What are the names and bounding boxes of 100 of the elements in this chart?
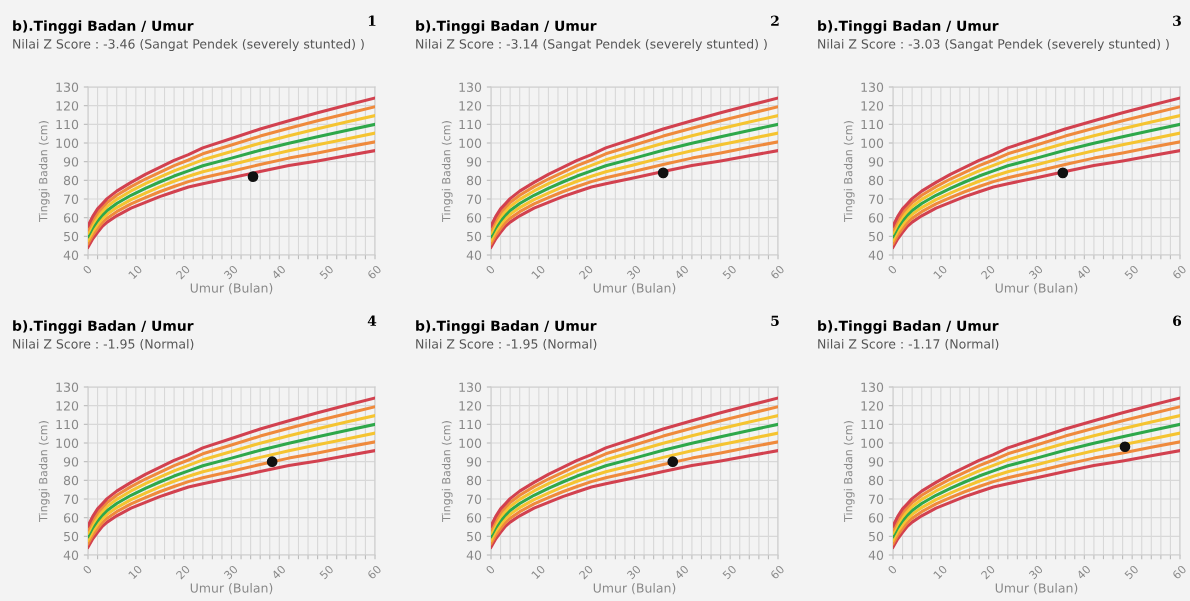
text: 5 — [771, 315, 779, 327]
x-axis-title: Umur (Bulan) — [593, 583, 676, 595]
x-tick-label: 0 — [485, 264, 496, 275]
x-tick-label: 40 — [271, 564, 287, 580]
x-axis-title: Umur (Bulan) — [190, 583, 273, 595]
y-tick-label: 80 — [868, 175, 884, 186]
x-tick-label: 40 — [271, 264, 287, 280]
x-tick-label: 10 — [128, 564, 143, 580]
chart-subtitle: Nilai Z Score : -3.14 (Sangat Pendek (severely stunted) ) — [416, 38, 767, 52]
y-tick-label: 50 — [64, 531, 79, 542]
y-tick-label: 100 — [56, 138, 79, 148]
x-tick-label: 60 — [769, 264, 785, 280]
chart-title: b).Tinggi Badan / Umur — [13, 320, 194, 334]
x-tick-label: 10 — [531, 564, 546, 580]
y-tick-label: 70 — [64, 494, 79, 504]
y-tick-label: 130 — [861, 82, 884, 92]
y-tick-label: 50 — [467, 231, 482, 242]
y-tick-label: 60 — [868, 513, 884, 523]
y-tick-label: 60 — [63, 213, 79, 223]
y-tick-label: 90 — [868, 457, 884, 467]
y-tick-label: 40 — [63, 250, 79, 260]
y-tick-label: 130 — [56, 382, 79, 392]
y-tick-label: 130 — [459, 382, 482, 392]
y-tick-label: 70 — [467, 494, 482, 504]
x-tick-label: 50 — [1124, 564, 1139, 580]
text: 4 — [367, 315, 377, 326]
y-tick-label: 120 — [459, 101, 482, 111]
y-tick-label: 40 — [466, 250, 482, 260]
x-tick-label: 60 — [1171, 564, 1187, 580]
y-axis-title: Tinggi Badan (cm) — [843, 421, 855, 522]
y-axis-title: Tinggi Badan (cm) — [38, 121, 50, 222]
x-tick-label: 0 — [82, 264, 93, 275]
x-tick-label: 60 — [366, 564, 382, 580]
x-tick-label: 10 — [933, 564, 948, 580]
x-tick-label: 10 — [531, 264, 546, 280]
y-tick-label: 90 — [63, 157, 79, 167]
y-tick-label: 70 — [869, 194, 884, 204]
x-tick-label: 0 — [887, 264, 898, 275]
y-tick-label: 80 — [63, 175, 79, 186]
x-tick-label: 50 — [319, 564, 334, 580]
y-tick-label: 100 — [56, 438, 79, 448]
chart-title: b).Tinggi Badan / Umur — [13, 20, 194, 34]
y-axis-title: Tinggi Badan (cm) — [38, 421, 50, 522]
y-tick-label: 90 — [466, 457, 482, 467]
y-tick-label: 80 — [466, 475, 482, 486]
y-tick-label: 90 — [63, 457, 79, 467]
y-tick-label: 40 — [466, 550, 482, 560]
y-tick-label: 40 — [868, 550, 884, 560]
chart-subtitle: Nilai Z Score : -1.95 (Normal) — [416, 338, 597, 351]
x-axis-title: Umur (Bulan) — [995, 283, 1078, 295]
y-tick-label: 90 — [466, 157, 482, 167]
x-tick-label: 40 — [1076, 564, 1092, 580]
x-tick-label: 30 — [626, 264, 642, 280]
x-tick-label: 20 — [980, 264, 996, 280]
y-tick-label: 110 — [459, 119, 482, 130]
y-axis-title: Tinggi Badan (cm) — [441, 421, 453, 522]
chart-title: b).Tinggi Badan / Umur — [818, 320, 999, 334]
x-tick-label: 60 — [769, 564, 785, 580]
y-tick-label: 40 — [63, 550, 79, 560]
y-tick-label: 120 — [861, 401, 884, 411]
x-tick-label: 10 — [128, 264, 143, 280]
x-tick-label: 40 — [1076, 264, 1092, 280]
y-tick-label: 110 — [861, 119, 884, 130]
y-tick-label: 70 — [467, 194, 482, 204]
y-tick-label: 90 — [868, 157, 884, 167]
chart-subtitle: Nilai Z Score : -1.17 (Normal) — [818, 338, 999, 351]
y-tick-label: 60 — [466, 213, 482, 223]
x-tick-label: 30 — [626, 564, 642, 580]
chart-subtitle: Nilai Z Score : -3.03 (Sangat Pendek (severely stunted) ) — [818, 38, 1169, 52]
y-tick-label: 110 — [459, 419, 482, 430]
text: 6 — [1173, 315, 1182, 327]
x-tick-label: 50 — [1124, 264, 1139, 280]
y-tick-label: 120 — [56, 401, 79, 411]
x-tick-label: 50 — [722, 264, 737, 280]
x-tick-label: 10 — [933, 264, 948, 280]
y-tick-label: 70 — [869, 494, 884, 504]
y-tick-label: 60 — [466, 513, 482, 523]
y-axis-title: Tinggi Badan (cm) — [441, 121, 453, 222]
x-tick-label: 0 — [887, 564, 898, 575]
x-tick-label: 30 — [1028, 264, 1044, 280]
y-tick-label: 130 — [56, 82, 79, 92]
x-tick-label: 50 — [319, 264, 334, 280]
x-tick-label: 30 — [1028, 564, 1044, 580]
x-tick-label: 20 — [175, 564, 191, 580]
y-tick-label: 70 — [64, 194, 79, 204]
y-tick-label: 120 — [861, 101, 884, 111]
chart-subtitle: Nilai Z Score : -1.95 (Normal) — [13, 338, 194, 351]
chart-title: b).Tinggi Badan / Umur — [818, 20, 999, 34]
x-axis-title: Umur (Bulan) — [593, 283, 676, 295]
y-tick-label: 80 — [466, 175, 482, 186]
y-tick-label: 50 — [64, 231, 79, 242]
y-tick-label: 50 — [869, 231, 884, 242]
y-tick-label: 130 — [459, 82, 482, 92]
y-tick-label: 60 — [868, 213, 884, 223]
y-tick-label: 80 — [868, 475, 884, 486]
y-tick-label: 120 — [56, 101, 79, 111]
chart-title: b).Tinggi Badan / Umur — [416, 20, 597, 34]
text: 2 — [771, 15, 779, 26]
x-tick-label: 0 — [82, 564, 93, 575]
x-tick-label: 30 — [223, 264, 239, 280]
